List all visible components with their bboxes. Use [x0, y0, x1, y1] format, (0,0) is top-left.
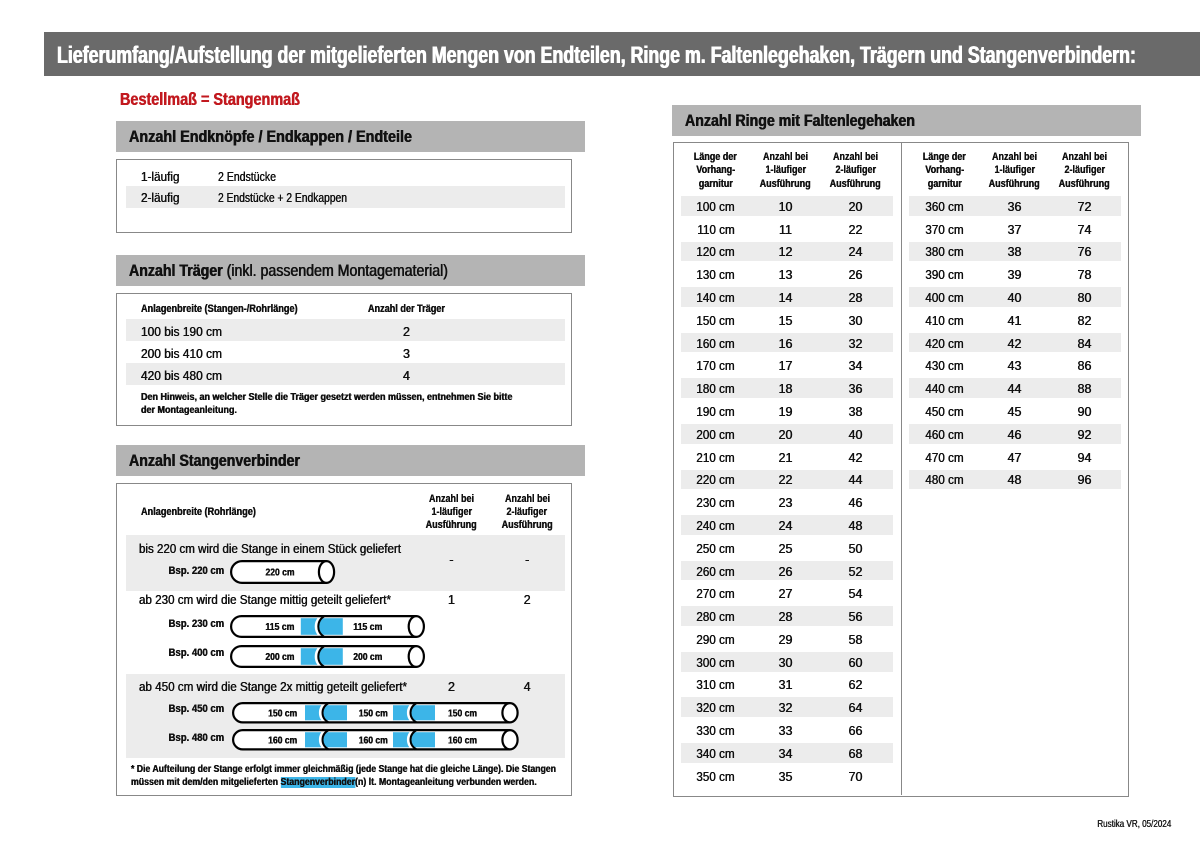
svg-text:115 cm: 115 cm	[353, 622, 382, 633]
svg-text:150 cm: 150 cm	[359, 707, 388, 719]
svg-text:220 cm: 220 cm	[266, 567, 295, 579]
svg-text:160 cm: 160 cm	[448, 734, 477, 746]
svg-text:160 cm: 160 cm	[268, 734, 297, 746]
svg-text:200 cm: 200 cm	[353, 652, 382, 663]
svg-text:160 cm: 160 cm	[359, 734, 388, 746]
svg-text:115 cm: 115 cm	[266, 622, 295, 633]
svg-text:150 cm: 150 cm	[268, 707, 297, 719]
svg-text:200 cm: 200 cm	[266, 652, 295, 663]
svg-text:150 cm: 150 cm	[448, 707, 477, 719]
